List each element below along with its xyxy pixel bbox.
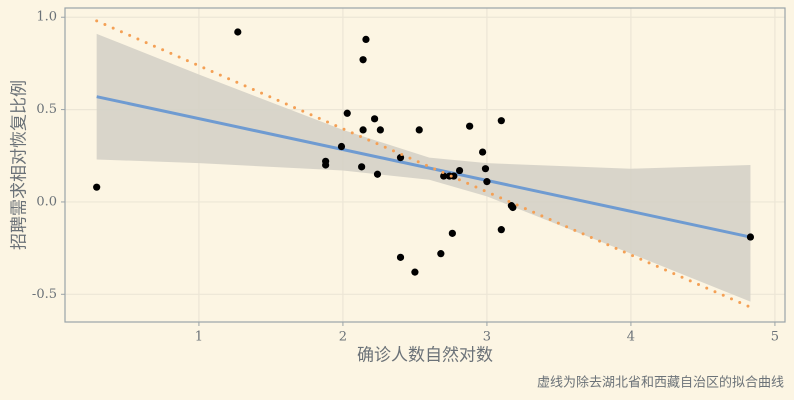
point — [450, 172, 458, 180]
y-tick-label: -0.5 — [32, 287, 57, 302]
point — [359, 56, 367, 64]
y-tick-label: 0.5 — [36, 102, 57, 117]
point — [509, 203, 517, 212]
y-axis-label: 招聘需求相对恢复比例 — [10, 80, 30, 250]
y-tick-label: 1.0 — [36, 10, 57, 25]
point — [466, 122, 474, 130]
caption: 虚线为除去湖北省和西藏自治区的拟合曲线 — [537, 375, 784, 391]
point — [440, 172, 448, 180]
x-tick-label: 5 — [771, 330, 779, 345]
x-tick-label: 4 — [627, 330, 635, 345]
panel-border — [64, 7, 786, 323]
point — [373, 170, 382, 178]
point — [448, 229, 456, 237]
point — [415, 126, 423, 134]
point — [497, 117, 505, 125]
point — [455, 166, 464, 175]
y-tick-label: 0.0 — [36, 194, 57, 209]
x-tick-label: 1 — [195, 330, 203, 345]
point — [396, 253, 405, 261]
point — [359, 126, 367, 134]
point — [483, 178, 491, 186]
point — [746, 233, 755, 241]
point — [479, 148, 487, 156]
point — [362, 35, 370, 44]
point — [234, 28, 242, 36]
fit-line — [96, 95, 751, 239]
point — [322, 161, 330, 169]
point — [481, 165, 490, 173]
x-tick-label: 3 — [483, 330, 491, 345]
point — [358, 163, 366, 171]
point — [371, 115, 379, 123]
point — [411, 268, 419, 276]
point — [376, 126, 384, 134]
point — [343, 109, 351, 117]
reference-line — [95, 19, 752, 309]
point — [93, 183, 101, 191]
point — [497, 226, 505, 234]
x-tick-label: 2 — [339, 330, 347, 345]
point — [437, 250, 445, 258]
point — [337, 142, 346, 151]
x-axis-label: 确诊人数自然对数 — [357, 346, 493, 366]
